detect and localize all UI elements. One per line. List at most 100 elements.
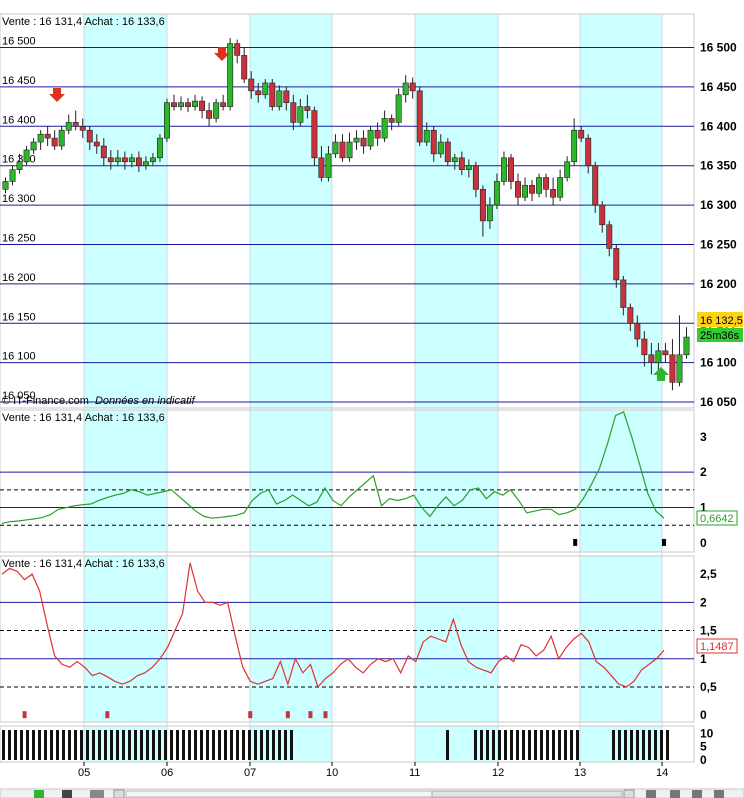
volume-bar — [522, 730, 525, 760]
candle-body — [634, 322, 641, 340]
zoom-icon[interactable] — [646, 790, 656, 798]
countdown-badge — [697, 328, 743, 342]
price-right-tick: 16 450 — [700, 80, 737, 94]
indicator1-tick: 2 — [700, 465, 707, 479]
volume-bar — [284, 730, 287, 760]
session-shade — [580, 14, 662, 408]
candle-body — [402, 82, 409, 96]
volume-bar — [158, 730, 161, 760]
volume-bar — [68, 730, 71, 760]
price-left-tick: 16 300 — [2, 193, 36, 205]
candle-body — [227, 43, 234, 107]
candle-body — [430, 129, 437, 155]
indicator2-marker — [323, 711, 328, 719]
indicator2-tick: 0 — [700, 708, 707, 722]
indicator2-tick: 1,5 — [700, 624, 717, 638]
volume-bar — [122, 730, 125, 760]
session-shade — [84, 556, 167, 722]
volume-bar — [654, 730, 657, 760]
candle-body — [164, 102, 170, 139]
lock-icon[interactable] — [692, 790, 702, 798]
scrollbar-thumb[interactable] — [431, 790, 623, 798]
buy-arrow-icon — [653, 367, 669, 381]
candle-body — [543, 177, 550, 190]
zoom-out-icon[interactable] — [670, 790, 680, 798]
volume-bar — [80, 730, 83, 760]
candle-body — [142, 161, 149, 166]
volume-bar — [510, 730, 513, 760]
candle-body — [325, 153, 332, 178]
indicator2-marker — [22, 711, 27, 719]
indicator1-header: Vente : 16 131,4 Achat : 16 133,6 — [2, 412, 165, 424]
candle-body — [107, 157, 114, 163]
volume-bar — [38, 730, 41, 760]
candle-body — [529, 185, 536, 194]
candle-body — [79, 126, 86, 131]
x-axis-label: 10 — [326, 767, 338, 779]
price-left-tick: 16 500 — [2, 36, 36, 48]
volume-bar — [74, 730, 77, 760]
indicator1-marker — [662, 538, 666, 546]
candle-body — [346, 141, 353, 159]
volume-bar — [104, 730, 107, 760]
candle-body — [51, 137, 58, 147]
candle-body — [311, 110, 318, 159]
grid-icon[interactable] — [62, 790, 72, 798]
settings-icon[interactable] — [90, 790, 104, 798]
price-right-tick: 16 250 — [700, 237, 737, 251]
volume-bar — [570, 730, 573, 760]
candle-body — [171, 102, 177, 107]
indicator1-tick: 1 — [700, 501, 707, 515]
scroll-right-button[interactable] — [623, 789, 635, 798]
session-shade — [250, 410, 332, 552]
volume-bar — [266, 730, 269, 760]
indicator2-marker — [285, 711, 290, 719]
session-shade — [580, 556, 662, 722]
candle-body — [114, 157, 121, 163]
volume-bar — [278, 730, 281, 760]
volume-bar — [242, 730, 245, 760]
indicator2-marker — [105, 711, 110, 719]
session-shade — [250, 556, 332, 722]
candle-body — [515, 181, 521, 198]
candle-body — [599, 204, 606, 226]
volume-bar — [188, 730, 191, 760]
candle-body — [65, 122, 72, 131]
candle-body — [451, 157, 458, 163]
bottom-toolbar — [0, 788, 744, 798]
volume-bar — [474, 730, 477, 760]
candle-body — [381, 118, 388, 139]
candle-body — [669, 354, 676, 383]
volume-tick: 5 — [700, 740, 707, 754]
volume-bar — [612, 730, 615, 760]
refresh-icon[interactable] — [34, 790, 44, 798]
scroll-left-button[interactable] — [113, 789, 125, 798]
x-axis-label: 11 — [409, 767, 420, 779]
volume-bar — [564, 730, 567, 760]
candle-body — [304, 106, 311, 111]
volume-bar — [636, 730, 639, 760]
volume-bar — [152, 730, 155, 760]
session-shade — [84, 410, 167, 552]
session-shade — [250, 14, 332, 408]
candle-body — [276, 90, 283, 107]
candle-body — [465, 165, 472, 170]
candle-body — [493, 181, 500, 206]
candle-body — [536, 177, 543, 194]
volume-bar — [194, 730, 197, 760]
candle-body — [156, 137, 163, 159]
price-badge — [697, 312, 743, 327]
candle-body — [185, 102, 192, 107]
volume-bar — [62, 730, 65, 760]
candle-body — [592, 165, 599, 206]
candle-body — [241, 55, 248, 80]
volume-bar — [480, 730, 483, 760]
print-icon[interactable] — [714, 790, 724, 798]
price-left-tick: 16 450 — [2, 75, 36, 87]
volume-bar — [116, 730, 119, 760]
price-right-tick: 16 050 — [700, 395, 737, 409]
session-shade — [415, 726, 498, 762]
signal-arrows — [49, 47, 669, 381]
source-note: Données en indicatif — [95, 395, 196, 407]
